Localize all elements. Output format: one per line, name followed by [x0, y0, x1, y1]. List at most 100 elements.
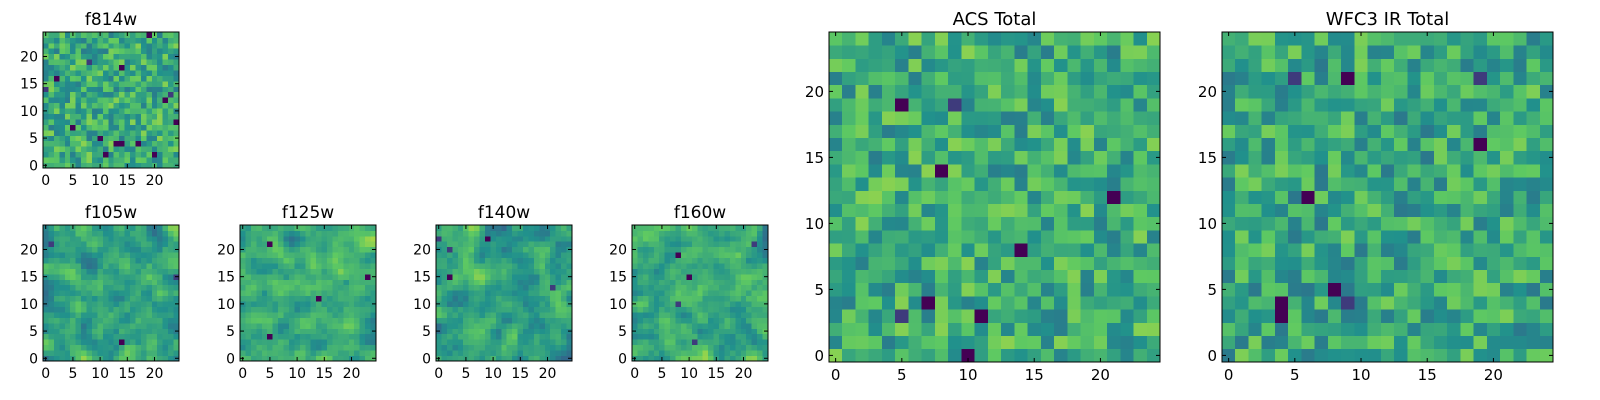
- axes-frame: [239, 224, 377, 362]
- heatmap-cell: [294, 306, 301, 313]
- heatmap-cell: [119, 140, 125, 147]
- heatmap-cell: [446, 339, 453, 346]
- heatmap-cell: [81, 333, 87, 340]
- heatmap-cell: [539, 355, 546, 362]
- heatmap-cell: [288, 241, 295, 248]
- heatmap-cell: [75, 113, 82, 120]
- heatmap-cell: [332, 312, 339, 318]
- heatmap-cell: [321, 241, 328, 248]
- heatmap-cell: [86, 328, 93, 335]
- heatmap-cell: [452, 295, 459, 302]
- heatmap-cell: [337, 328, 344, 335]
- heatmap-cell: [1473, 32, 1488, 46]
- heatmap-cell: [86, 135, 93, 142]
- heatmap-cell: [157, 328, 164, 335]
- heatmap-cell: [1526, 322, 1541, 336]
- heatmap-cell: [544, 241, 551, 248]
- heatmap-cell: [1014, 269, 1028, 284]
- heatmap-cell: [1380, 84, 1395, 99]
- heatmap-cell: [1235, 137, 1249, 152]
- heatmap-cell: [343, 328, 350, 335]
- heatmap-cell: [829, 111, 843, 125]
- heatmap-cell: [43, 339, 49, 346]
- heatmap-cell: [70, 102, 77, 109]
- heatmap-cell: [86, 129, 93, 136]
- heatmap-cell: [1288, 309, 1302, 323]
- heatmap-cell: [751, 246, 758, 253]
- heatmap-cell: [75, 350, 82, 356]
- x-tick-label: 20: [343, 366, 361, 382]
- heatmap-cell: [97, 301, 104, 307]
- heatmap-cell: [1261, 84, 1276, 99]
- heatmap-cell: [446, 355, 453, 362]
- heatmap-cell: [267, 306, 274, 313]
- heatmap-cell: [479, 295, 486, 302]
- heatmap-cell: [1014, 190, 1028, 204]
- heatmap-cell: [86, 312, 93, 318]
- heatmap-cell: [245, 230, 252, 237]
- heatmap-cell: [168, 241, 174, 248]
- heatmap-cell: [895, 71, 909, 86]
- heatmap-cell: [961, 309, 976, 323]
- heatmap-cell: [97, 241, 104, 248]
- heatmap-cell: [659, 257, 666, 264]
- heatmap-cell: [267, 279, 274, 286]
- heatmap-cell: [1433, 309, 1448, 323]
- heatmap-cell: [561, 295, 567, 302]
- heatmap-cell: [108, 162, 115, 169]
- heatmap-cell: [921, 348, 936, 363]
- heatmap-cell: [53, 75, 60, 82]
- heatmap-cell: [91, 268, 98, 275]
- heatmap-cell: [751, 263, 758, 269]
- heatmap-cell: [1433, 282, 1448, 297]
- heatmap-cell: [881, 296, 896, 310]
- heatmap-cell: [1146, 322, 1161, 336]
- heatmap-cell: [855, 71, 870, 86]
- heatmap-cell: [544, 312, 551, 318]
- heatmap-cell: [1288, 137, 1302, 152]
- heatmap-cell: [267, 328, 274, 335]
- heatmap-cell: [1067, 124, 1081, 138]
- heatmap-cell: [566, 230, 573, 237]
- heatmap-cell: [533, 241, 540, 248]
- heatmap-cell: [48, 102, 55, 109]
- heatmap-cell: [97, 284, 104, 291]
- heatmap-cell: [1460, 230, 1474, 244]
- heatmap-cell: [713, 235, 720, 242]
- heatmap-cell: [855, 84, 870, 99]
- heatmap-cell: [91, 241, 98, 248]
- heatmap-cell: [670, 230, 676, 237]
- heatmap-cell: [365, 246, 371, 253]
- heatmap-cell: [337, 339, 344, 346]
- x-tick-label: 20: [539, 366, 557, 382]
- heatmap-cell: [86, 75, 93, 82]
- heatmap-cell: [151, 97, 158, 104]
- heatmap-cell: [544, 350, 551, 356]
- heatmap-cell: [544, 306, 551, 313]
- heatmap-cell: [91, 124, 98, 131]
- heatmap-cell: [1394, 45, 1408, 59]
- heatmap-cell: [86, 113, 93, 120]
- heatmap-cell: [446, 301, 453, 307]
- heatmap-cell: [829, 335, 843, 350]
- heatmap-cell: [555, 279, 562, 286]
- heatmap-cell: [48, 108, 55, 114]
- heatmap-cell: [566, 306, 573, 313]
- heatmap-cell: [490, 246, 497, 253]
- heatmap-cell: [1222, 58, 1236, 72]
- heatmap-cell: [762, 312, 769, 318]
- heatmap-cell: [1235, 58, 1249, 72]
- heatmap-cell: [702, 263, 709, 269]
- heatmap-cell: [283, 279, 290, 286]
- heatmap-cell: [124, 135, 131, 142]
- heatmap-cell: [539, 317, 546, 324]
- heatmap-cell: [305, 339, 312, 346]
- heatmap-cell: [310, 241, 317, 248]
- heatmap-cell: [490, 284, 497, 291]
- heatmap-cell: [91, 80, 98, 87]
- heatmap-cell: [59, 284, 66, 291]
- heatmap-cell: [702, 312, 709, 318]
- heatmap-cell: [1367, 58, 1382, 72]
- heatmap-cell: [1222, 216, 1236, 231]
- heatmap-cell: [697, 350, 704, 356]
